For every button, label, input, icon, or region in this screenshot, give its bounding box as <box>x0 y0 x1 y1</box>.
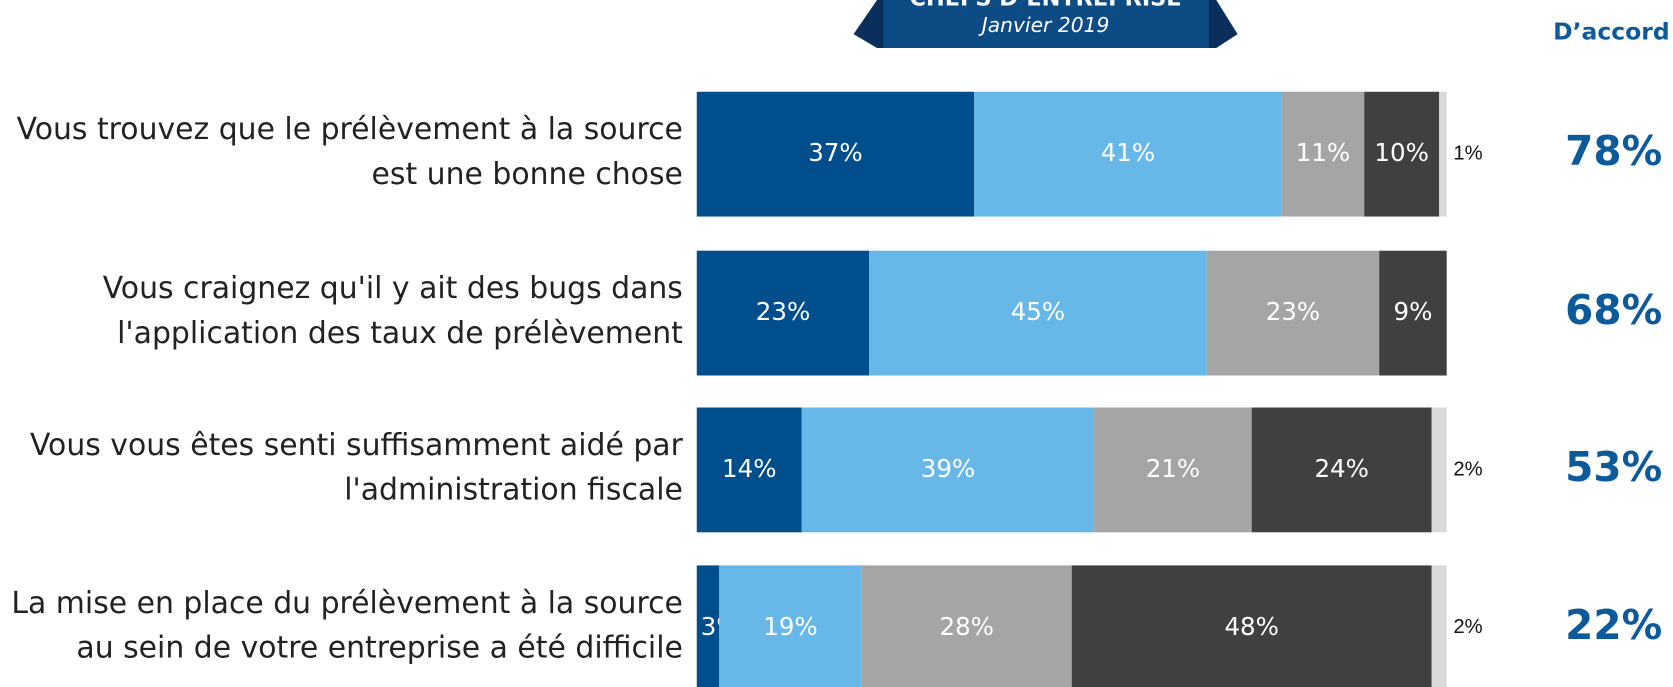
category-label: l'application des taux de prélèvement <box>117 316 683 351</box>
bar-segment <box>1431 565 1447 687</box>
value-label: 2% <box>1453 458 1482 480</box>
banner-subtitle: Janvier 2019 <box>978 13 1110 37</box>
banner-title: CHEFS D’ENTREPRISE <box>910 0 1182 11</box>
agree-value: 78% <box>1565 127 1662 175</box>
value-label: 2% <box>1453 616 1482 638</box>
bar-segment <box>801 407 1095 533</box>
category-label: Vous vous êtes senti suffisamment aidé p… <box>30 428 684 463</box>
agree-value: 22% <box>1565 601 1662 649</box>
bar-segment <box>1281 91 1365 217</box>
bar-segment <box>1071 565 1432 687</box>
category-label: Vous trouvez que le prélèvement à la sou… <box>17 112 683 147</box>
bar-segment <box>719 565 862 687</box>
bar-segment <box>1439 91 1447 217</box>
value-label: 19% <box>763 612 818 641</box>
bar-segment <box>974 91 1282 217</box>
value-label: 9% <box>1393 297 1432 326</box>
value-label: 28% <box>939 612 994 641</box>
bar-segment <box>861 565 1072 687</box>
bar-segment <box>696 407 802 533</box>
category-label: La mise en place du prélèvement à la sou… <box>11 586 682 621</box>
bar-segment <box>696 250 870 376</box>
category-label: est une bonne chose <box>372 157 683 192</box>
bar-segment <box>1206 250 1380 376</box>
value-label: 37% <box>808 138 863 167</box>
agree-value: 53% <box>1565 443 1662 491</box>
banner <box>883 0 1209 49</box>
value-label: 10% <box>1374 138 1429 167</box>
agree-value: 68% <box>1565 286 1662 334</box>
bar-segment <box>1094 407 1252 533</box>
bar-segment <box>1251 407 1432 533</box>
value-label: 48% <box>1224 612 1278 641</box>
value-label: 45% <box>1011 297 1066 326</box>
value-label: 23% <box>756 297 811 326</box>
value-label: 1% <box>1453 143 1482 165</box>
category-label: l'administration fiscale <box>344 473 683 508</box>
value-label: 41% <box>1101 138 1155 167</box>
bar-segment <box>1431 407 1447 533</box>
bar-segment <box>1379 250 1447 376</box>
value-label: 23% <box>1266 297 1320 326</box>
value-label: 24% <box>1314 454 1369 483</box>
category-label: au sein de votre entreprise a été diffic… <box>76 631 682 666</box>
bar-segment <box>1364 91 1440 217</box>
value-label: 14% <box>722 454 777 483</box>
value-label: 11% <box>1296 138 1351 167</box>
bar-segment <box>696 565 720 687</box>
value-label: 21% <box>1146 454 1201 483</box>
category-label: Vous craignez qu'il y ait des bugs dans <box>103 271 683 306</box>
value-label: 39% <box>921 454 976 483</box>
bar-segment <box>869 250 1207 376</box>
bar-segment <box>696 91 975 217</box>
agree-header: D’accord <box>1553 18 1669 46</box>
